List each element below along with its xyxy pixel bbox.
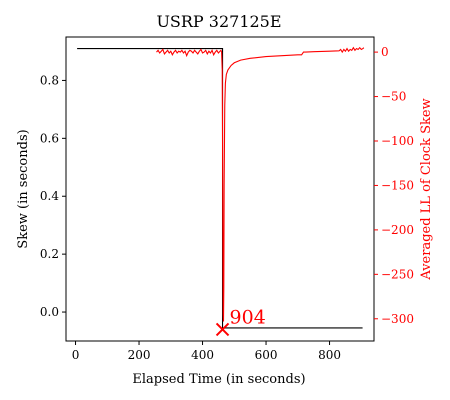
annotations: 904 xyxy=(215,306,266,337)
right-y-axis-ticks: 0 −50 −100 −150 −200 −250 −300 xyxy=(374,45,414,326)
left-y-axis-ticks: 0.0 0.2 0.4 0.6 0.8 xyxy=(40,73,66,319)
x-axis-label: Elapsed Time (in seconds) xyxy=(132,372,305,387)
left-y-tick-label: 0.8 xyxy=(40,73,59,87)
x-axis-ticks: 0 200 400 600 800 xyxy=(72,341,341,362)
right-y-axis-label: Averaged LL of Clock Skew xyxy=(419,98,434,280)
annotation-label: 904 xyxy=(230,306,266,328)
left-y-tick-label: 0.2 xyxy=(40,247,59,261)
left-y-axis-label: Skew (in seconds) xyxy=(16,129,31,248)
right-y-tick-label: −300 xyxy=(381,312,414,326)
ll-series-line xyxy=(156,46,365,322)
left-y-tick-label: 0.4 xyxy=(40,189,59,203)
axes-frame xyxy=(65,36,375,342)
right-y-tick-label: −200 xyxy=(381,223,414,237)
x-tick-label: 200 xyxy=(128,348,151,362)
right-y-tick-label: −50 xyxy=(381,90,406,104)
left-y-tick-label: 0.6 xyxy=(40,131,59,145)
x-tick-label: 400 xyxy=(191,348,214,362)
right-y-tick-label: 0 xyxy=(381,45,389,59)
x-tick-label: 800 xyxy=(318,348,341,362)
x-tick-label: 600 xyxy=(255,348,278,362)
plot-area xyxy=(77,46,365,329)
right-y-tick-label: −250 xyxy=(381,267,414,281)
skew-series-line xyxy=(77,48,363,329)
left-y-tick-label: 0.0 xyxy=(40,305,59,319)
chart-title: USRP 327125E xyxy=(156,12,281,31)
right-y-tick-label: −150 xyxy=(381,178,414,192)
x-tick-label: 0 xyxy=(72,348,80,362)
right-y-tick-label: −100 xyxy=(381,134,414,148)
x-marker xyxy=(215,322,230,337)
